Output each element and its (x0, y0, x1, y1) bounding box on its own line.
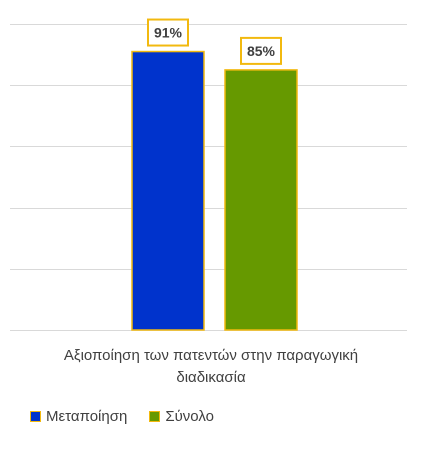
bar-manufacturing (131, 50, 205, 331)
bar-chart-plot: 91% 85% (10, 18, 407, 331)
legend-item-total: Σύνολο (149, 408, 214, 425)
legend-label-manufacturing: Μεταποίηση (46, 408, 128, 425)
data-label-box-total (240, 36, 282, 65)
data-label-box-manufacturing (147, 18, 189, 47)
data-label-manufacturing: 91% (154, 25, 183, 41)
legend-item-manufacturing: Μεταποίηση (30, 408, 127, 425)
category-axis-label: Αξιοποίηση των πατεντών στην παραγωγική … (63, 347, 359, 386)
legend: Μεταποίηση Σύνολο (30, 408, 236, 425)
legend-swatch-manufacturing (30, 411, 41, 422)
legend-swatch-total (149, 411, 161, 422)
legend-label-total: Σύνολο (165, 408, 214, 425)
data-label-total: 85% (247, 43, 276, 59)
bar-total (224, 69, 298, 331)
